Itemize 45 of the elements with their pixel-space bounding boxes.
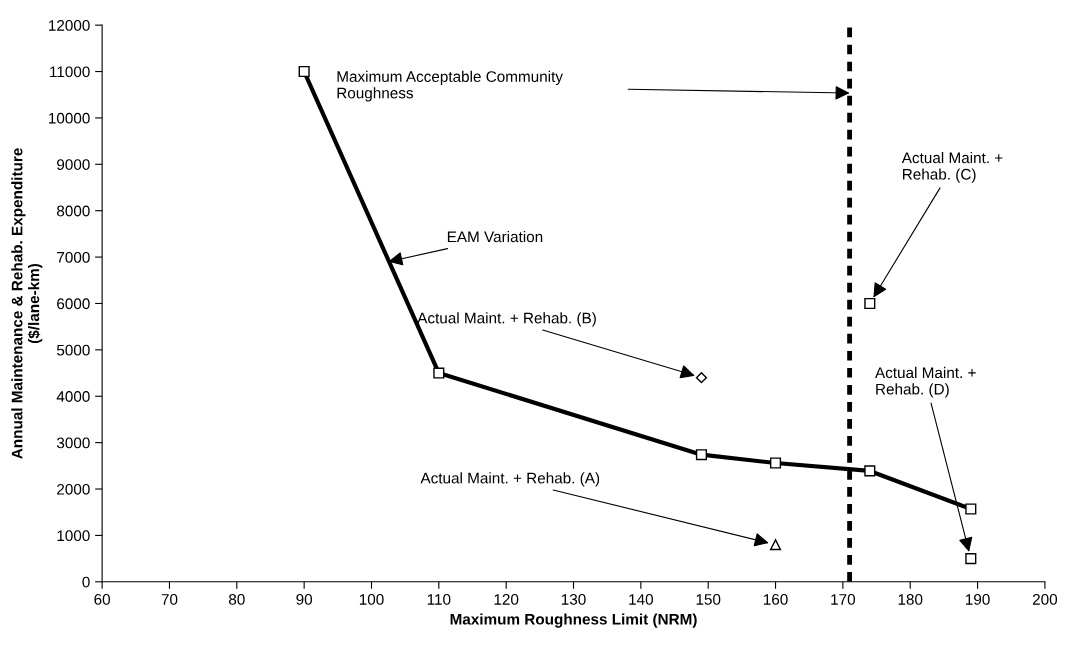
y-tick-label: 11000 xyxy=(50,66,90,78)
y-tick-label: 6000 xyxy=(57,298,90,310)
y-tick-label: 8000 xyxy=(57,205,90,217)
point xyxy=(965,503,977,515)
annotation: Actual Maint. + Rehab. (A) xyxy=(420,472,600,487)
annotation: Actual Maint. + Rehab. (C) xyxy=(901,152,1003,183)
point xyxy=(864,465,876,477)
point xyxy=(769,457,782,469)
x-tick-label: 70 xyxy=(161,594,178,605)
point xyxy=(965,553,977,565)
y-tick-label: 7000 xyxy=(57,251,90,263)
annotation: Actual Maint. + Rehab. (D) xyxy=(875,366,976,398)
y-tick-label: 12000 xyxy=(49,20,90,31)
y-tick-label: 9000 xyxy=(57,159,90,170)
point xyxy=(695,449,708,461)
y-tick-label: 10000 xyxy=(49,112,90,124)
x-tick-label: 140 xyxy=(629,594,653,605)
x-tick-label: 100 xyxy=(359,594,384,605)
x-tick-label: 170 xyxy=(831,594,856,605)
point xyxy=(864,297,876,310)
point xyxy=(769,539,782,551)
x-tick-label: 160 xyxy=(763,594,788,605)
x-tick-label: 80 xyxy=(228,594,245,605)
y-tick-label: 1000 xyxy=(57,530,90,542)
x-tick-label: 90 xyxy=(296,594,313,605)
point xyxy=(433,367,445,379)
x-tick-label: 150 xyxy=(696,594,721,605)
annotation: EAM Variation xyxy=(447,230,543,243)
y-tick-label: 4000 xyxy=(56,391,90,402)
x-tick-label: 110 xyxy=(427,594,451,605)
y-tick-label: 3000 xyxy=(56,437,90,449)
x-tick-label: 190 xyxy=(965,594,990,605)
point xyxy=(298,65,310,78)
x-tick-label: 60 xyxy=(94,594,111,605)
y-tick-label: 2000 xyxy=(57,483,90,495)
x-tick-label: 120 xyxy=(494,594,519,605)
y-axis-title: Annual Maintenance & Rehab. Expenditure ($/lane-km) xyxy=(11,148,43,459)
ref-line-label: Maximum Acceptable Community Roughness xyxy=(337,70,563,102)
x-tick-label: 130 xyxy=(561,594,586,605)
y-tick-label: 0 xyxy=(82,576,90,588)
x-axis-title: Maximum Roughness Limit (NRM) xyxy=(450,613,697,628)
x-tick-label: 180 xyxy=(898,594,923,605)
y-tick-label: 5000 xyxy=(56,344,90,356)
annotation: Actual Maint. + Rehab. (B) xyxy=(417,312,596,327)
x-tick-label: 200 xyxy=(1032,594,1058,605)
